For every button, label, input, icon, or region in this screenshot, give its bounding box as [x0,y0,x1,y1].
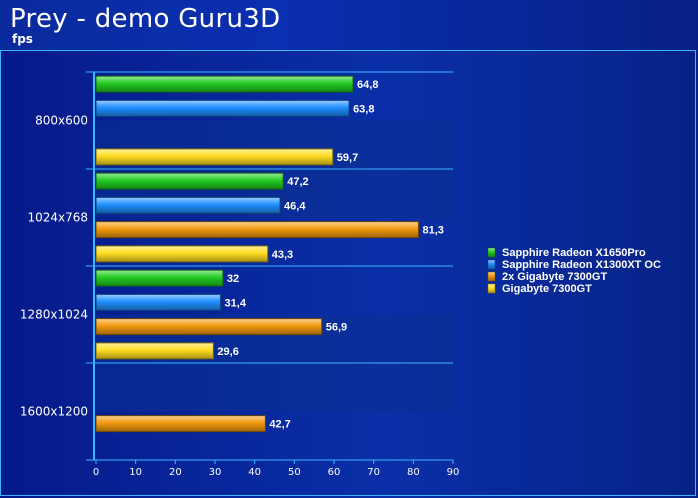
bar [95,342,214,360]
legend-label: Sapphire Radeon X1300XT OC [502,259,661,271]
bar [95,221,419,239]
x-tick-label: 90 [447,467,460,478]
category-label: 1024x768 [27,211,88,225]
x-tick-label: 80 [407,467,420,478]
value-label: 59,7 [337,152,358,164]
bar [95,99,350,117]
value-label: 47,2 [287,176,308,188]
category-label: 800x600 [35,114,88,128]
x-tick-label: 50 [288,467,301,478]
chart-title: Prey - demo Guru3D [10,4,281,34]
value-label: 42,7 [269,419,290,431]
value-label: 29,6 [217,346,238,358]
value-label: 43,3 [272,249,293,261]
bar [95,148,334,166]
chart-frame [0,50,696,496]
chart-subtitle: fps [12,32,33,46]
x-tick-label: 10 [129,467,142,478]
value-label: 81,3 [422,225,443,237]
bar [95,75,354,93]
value-label: 63,8 [353,103,374,115]
bar [95,269,224,287]
bar [95,318,323,336]
category-label: 1280x1024 [20,308,88,322]
legend-swatch [487,283,496,294]
legend-swatch [487,271,496,282]
value-label: 32 [227,273,239,285]
x-tick-label: 30 [209,467,222,478]
bar [95,172,284,190]
legend-label: 2x Gigabyte 7300GT [502,271,607,283]
legend-label: Sapphire Radeon X1650Pro [502,247,646,259]
legend-label: Gigabyte 7300GT [502,283,592,295]
bars [95,75,419,433]
axes: 800x600 1024x768 1280x1024 1600x1200 0 10 20 30… [20,71,460,478]
value-labels: 64,8 63,8 59,7 47,2 46,4 81,3 43,3 32 31,4 56,9 29… [217,79,443,431]
legend-swatch [487,247,496,258]
bar [95,415,266,433]
x-tick-label: 20 [169,467,182,478]
x-tick-label: 40 [248,467,261,478]
x-tick-label: 0 [93,467,99,478]
bar [95,196,281,214]
value-label: 56,9 [326,322,347,334]
bar [95,293,222,311]
x-tick-label: 70 [367,467,380,478]
value-label: 31,4 [225,297,247,309]
category-band [96,363,453,412]
value-label: 64,8 [357,79,378,91]
category-label: 1600x1200 [20,405,88,419]
x-tick-label: 60 [328,467,341,478]
legend-swatch [487,259,496,270]
value-label: 46,4 [284,200,306,212]
chart-header: Prey - demo Guru3D fps [0,0,698,50]
bar [95,245,269,263]
